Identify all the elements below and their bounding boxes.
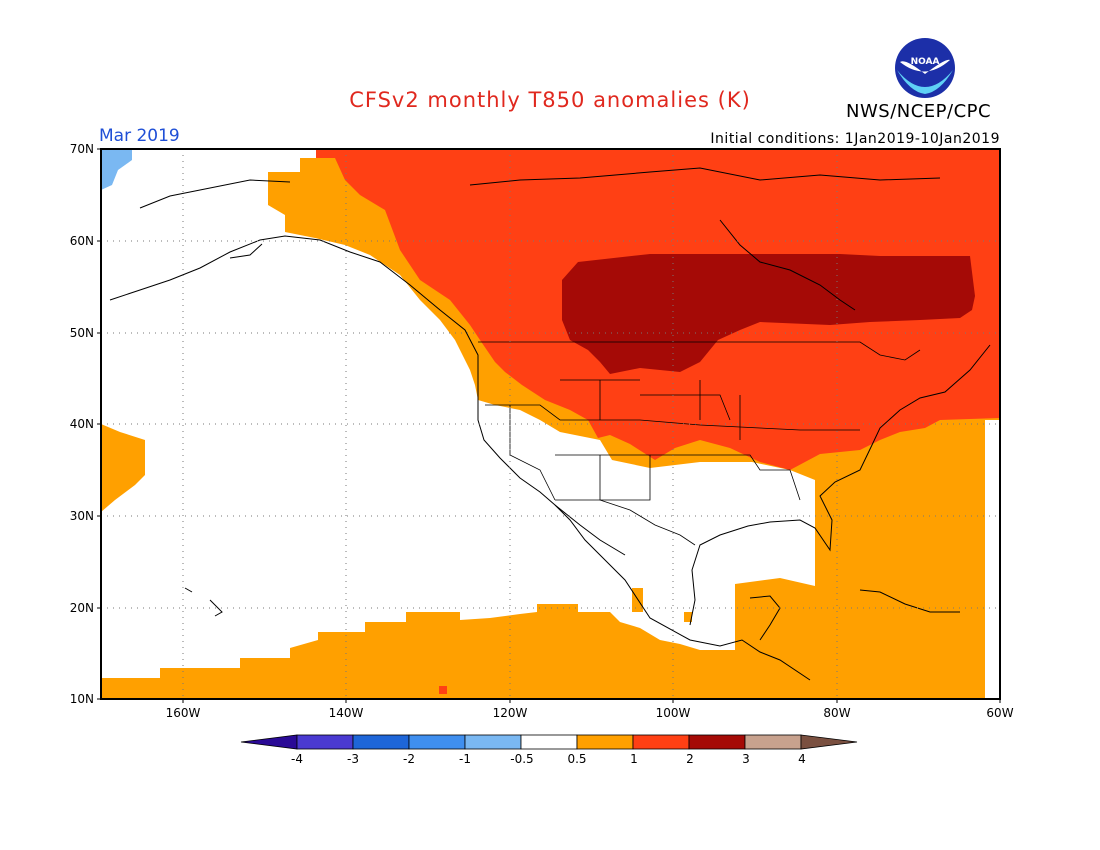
- colorbar-label: -1: [459, 752, 471, 766]
- colorbar-swatch: [296, 734, 354, 750]
- colorbar-label: -4: [291, 752, 303, 766]
- lat-label-30n: 30N: [69, 509, 94, 523]
- colorbar-swatch: [352, 734, 410, 750]
- lat-label-20n: 20N: [69, 601, 94, 615]
- colorbar-swatch: [520, 734, 578, 750]
- lon-label-160w: 160W: [165, 706, 201, 720]
- lat-label-40n: 40N: [69, 417, 94, 431]
- colorbar-label: 3: [742, 752, 750, 766]
- colorbar-swatch: [408, 734, 466, 750]
- anomaly-region-negative: [101, 149, 132, 190]
- borders: [478, 341, 921, 546]
- noaa-logo: NOAA: [895, 38, 955, 98]
- colorbar-arrow-high: [800, 734, 858, 750]
- lon-label-140w: 140W: [328, 706, 364, 720]
- map-title: CFSv2 monthly T850 anomalies (K): [349, 88, 751, 112]
- colorbar-label: -2: [403, 752, 415, 766]
- colorbar-label: 0.5: [567, 752, 587, 766]
- colorbar-arrow-low: [240, 734, 298, 750]
- lon-label-60w: 60W: [986, 706, 1014, 720]
- anomaly-map: [97, 148, 1001, 703]
- colorbar-swatch: [464, 734, 522, 750]
- colorbar-swatch: [632, 734, 690, 750]
- month-label: Mar 2019: [99, 126, 180, 146]
- colorbar-label: -3: [347, 752, 359, 766]
- colorbar-label: 2: [686, 752, 694, 766]
- colorbar-swatch: [576, 734, 634, 750]
- map-frame: [100, 148, 1001, 700]
- lat-label-50n: 50N: [69, 326, 94, 340]
- lon-label-120w: 120W: [492, 706, 528, 720]
- organization-label: NWS/NCEP/CPC: [846, 101, 992, 122]
- colorbar-label: 1: [630, 752, 638, 766]
- svg-text:NOAA: NOAA: [911, 57, 940, 67]
- lat-label-60n: 60N: [69, 234, 94, 248]
- lat-label-10n: 10N: [69, 692, 94, 706]
- lat-label-70n: 70N: [69, 142, 94, 156]
- lon-label-100w: 100W: [655, 706, 691, 720]
- colorbar-label: 4: [798, 752, 806, 766]
- init-conditions-label: Initial conditions: 1Jan2019-10Jan2019: [710, 131, 1000, 147]
- anomaly-region-2-3: [562, 254, 975, 374]
- colorbar-swatch: [744, 734, 802, 750]
- colorbar-swatch: [688, 734, 746, 750]
- colorbar: [240, 734, 858, 750]
- anomaly-spot: [439, 686, 447, 694]
- colorbar-label: -0.5: [510, 752, 534, 766]
- lon-label-80w: 80W: [823, 706, 851, 720]
- coastlines: [109, 167, 991, 681]
